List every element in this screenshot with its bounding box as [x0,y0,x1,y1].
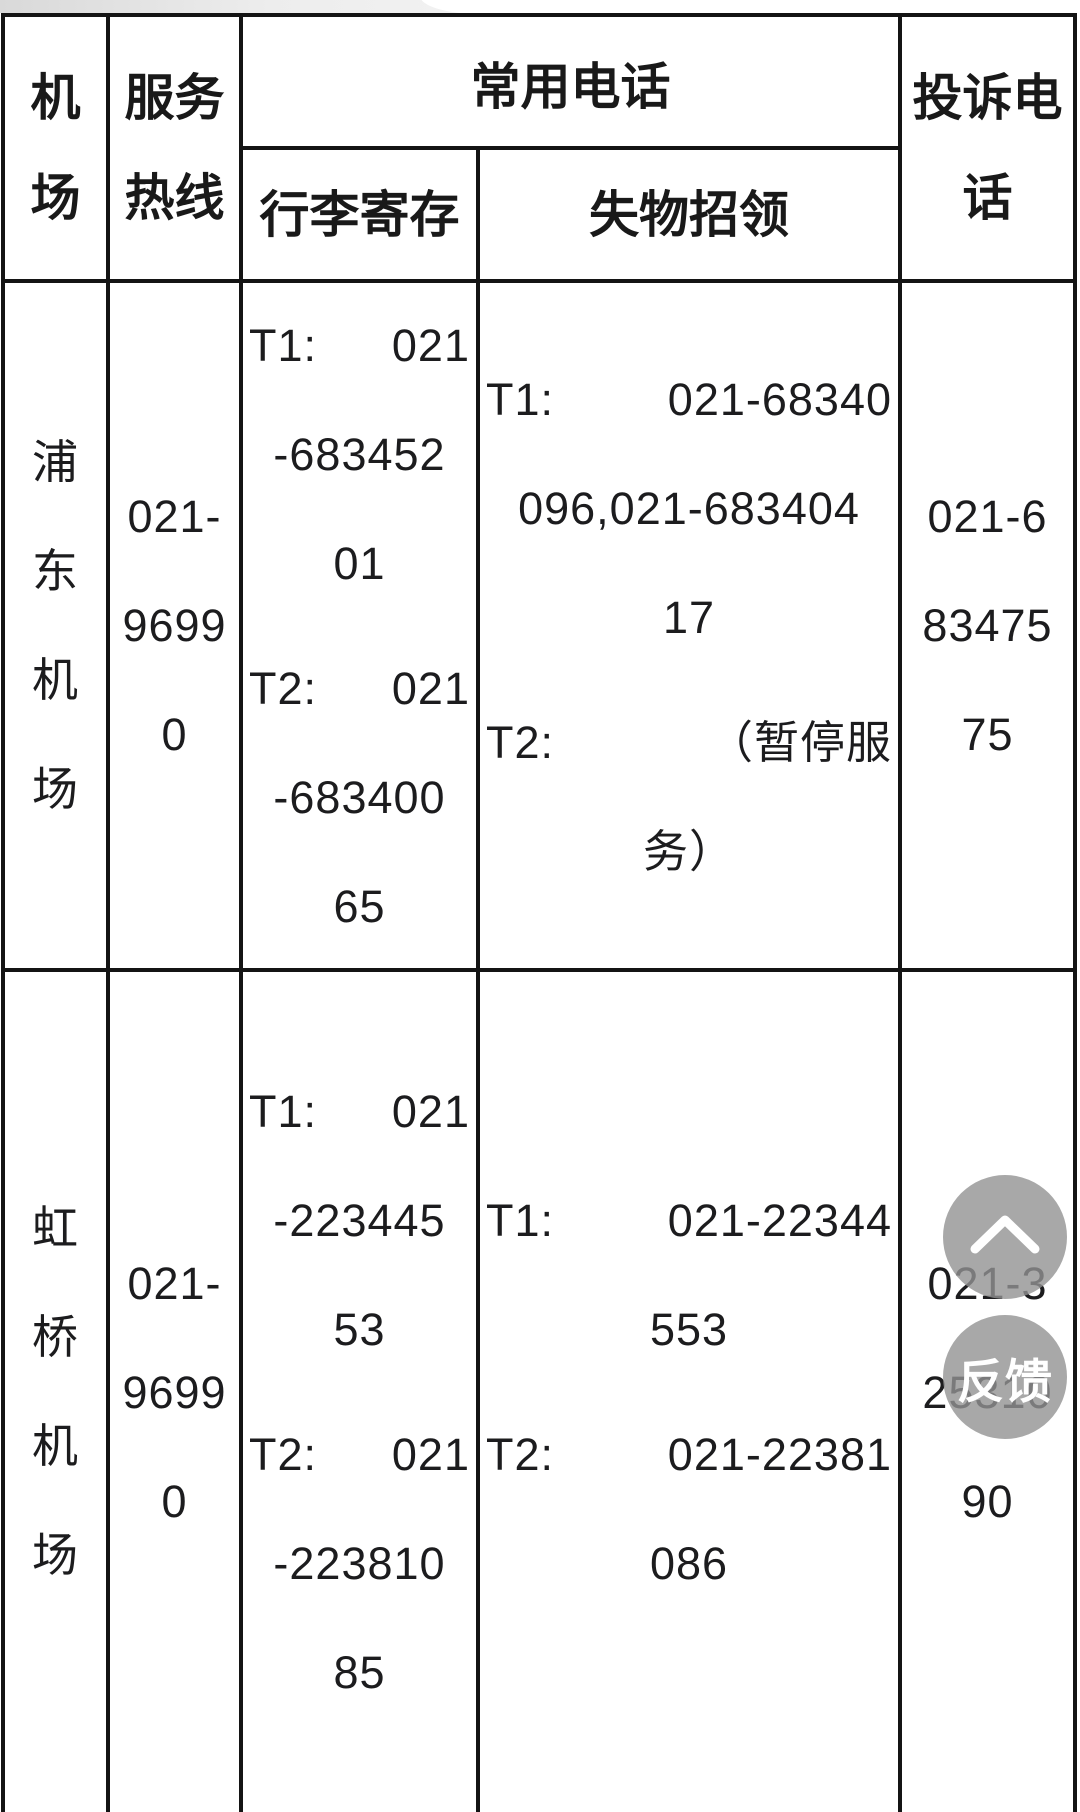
phone-line: 021 [391,319,470,371]
header-cell-airport: 机 场 [5,17,110,283]
airport-name-char: 场 [32,762,79,815]
phone-line: 75 [961,709,1014,760]
terminal-entry: T1: 021 -223445 53 [249,1057,470,1384]
phone-line: 83475 [922,600,1053,651]
phone-line: 021- [127,491,222,542]
terminal-label: T2: [486,1429,555,1480]
header-text: 场 [30,170,81,226]
header-text: 服务 [124,70,225,126]
phone-line: 9699 [122,600,227,651]
cell-hongqiao-airport-name: 虹 桥 机 场 [5,972,110,1812]
phone-line: 021 [391,662,470,714]
phone-line: -223445 [273,1195,446,1246]
cell-hongqiao-lost-found: T1: 021-22344 553 T2: 021-22381 086 [480,972,902,1812]
phone-line: 85 [333,1647,386,1698]
terminal-entry: T1: 021 -683452 01 [249,291,470,618]
terminal-entry: T1: 021-22344 553 [486,1166,892,1384]
terminal-label: T1: [249,319,318,371]
header-text: 常用电话 [470,58,671,115]
airport-name-char: 虹 [32,1202,79,1254]
phone-line: 553 [649,1304,729,1355]
header-text: 投诉电 [912,70,1063,126]
phone-line: -223810 [273,1538,446,1589]
phone-line: 021-22381 [667,1429,892,1480]
terminal-label: T1: [486,1195,555,1246]
airport-name-char: 东 [32,544,79,597]
top-strip [0,0,1080,13]
header-cell-lost-and-found: 失物招领 [480,150,902,283]
phone-line: 01 [333,537,386,589]
phone-line: 021 [391,1429,470,1480]
cell-hongqiao-luggage: T1: 021 -223445 53 T2: 021 -223810 85 [243,972,480,1812]
terminal-entry: T2: 021 -223810 85 [249,1400,470,1727]
cell-hongqiao-hotline: 021- 9699 0 [110,972,243,1812]
status-text: （暂停服 [707,717,892,768]
phone-line: 021-68340 [667,374,892,425]
phone-line: 65 [333,880,386,932]
phone-line: 021- [127,1257,222,1309]
terminal-label: T2: [249,1429,318,1480]
header-text: 失物招领 [589,186,789,243]
phone-line: 90 [961,1475,1014,1527]
phone-line: 021-22344 [667,1195,892,1246]
terminal-entry: T2: 021-22381 086 [486,1400,892,1618]
phone-line: 021-6 [927,491,1048,542]
status-text: 务） [642,826,735,877]
header-cell-complaint-phone: 投诉电 话 [902,17,1073,283]
phone-line: 021 [391,1086,470,1137]
cell-pudong-hotline: 021- 9699 0 [110,283,243,972]
airport-phone-table: 机 场 服务 热线 常用电话 行李寄存 失物招领 投诉电 话 浦 东 机 场 0… [1,13,1077,1812]
airport-name-char: 机 [32,653,79,706]
feedback-button-label: 反馈 [957,1354,1053,1408]
cell-pudong-airport-name: 浦 东 机 场 [5,283,110,972]
header-cell-common-phone: 常用电话 [243,17,902,150]
airport-name-char: 桥 [32,1311,79,1363]
cell-pudong-complaint: 021-6 83475 75 [902,283,1073,972]
header-text: 机 [30,70,81,126]
header-cell-service-hotline: 服务 热线 [110,17,243,283]
airport-name-char: 机 [32,1420,79,1472]
phone-line: 9699 [122,1366,227,1418]
terminal-entry: T1: 021-68340 096,021-683404 17 [486,345,892,672]
phone-line: 086 [649,1538,729,1589]
header-text: 行李寄存 [259,186,460,243]
back-to-top-button[interactable] [943,1175,1067,1299]
phone-line: -683452 [273,428,446,480]
airport-name-char: 场 [32,1529,79,1581]
phone-line: -683400 [273,771,446,823]
header-text: 话 [962,170,1013,226]
phone-line: 096,021-683404 [518,483,860,534]
cell-pudong-luggage: T1: 021 -683452 01 T2: 021 -683400 65 [243,283,480,972]
phone-line: 53 [333,1304,386,1355]
terminal-entry: T2: 021 -683400 65 [249,634,470,961]
phone-line: 17 [662,592,716,643]
header-text: 热线 [124,170,225,226]
phone-line: 0 [161,1475,188,1527]
terminal-label: T2: [486,717,555,768]
terminal-label: T1: [249,1086,318,1137]
header-cell-luggage-storage: 行李寄存 [243,150,480,283]
feedback-button[interactable]: 反馈 [943,1315,1067,1439]
terminal-label: T1: [486,374,555,425]
terminal-label: T2: [249,662,318,714]
chevron-up-icon [943,1174,1067,1301]
card-bottom-edge [420,0,1080,13]
cell-pudong-lost-found: T1: 021-68340 096,021-683404 17 T2: （暂停服… [480,283,902,972]
airport-name-char: 浦 [32,435,79,488]
terminal-entry: T2: （暂停服 务） [486,688,892,906]
phone-line: 0 [161,709,188,760]
